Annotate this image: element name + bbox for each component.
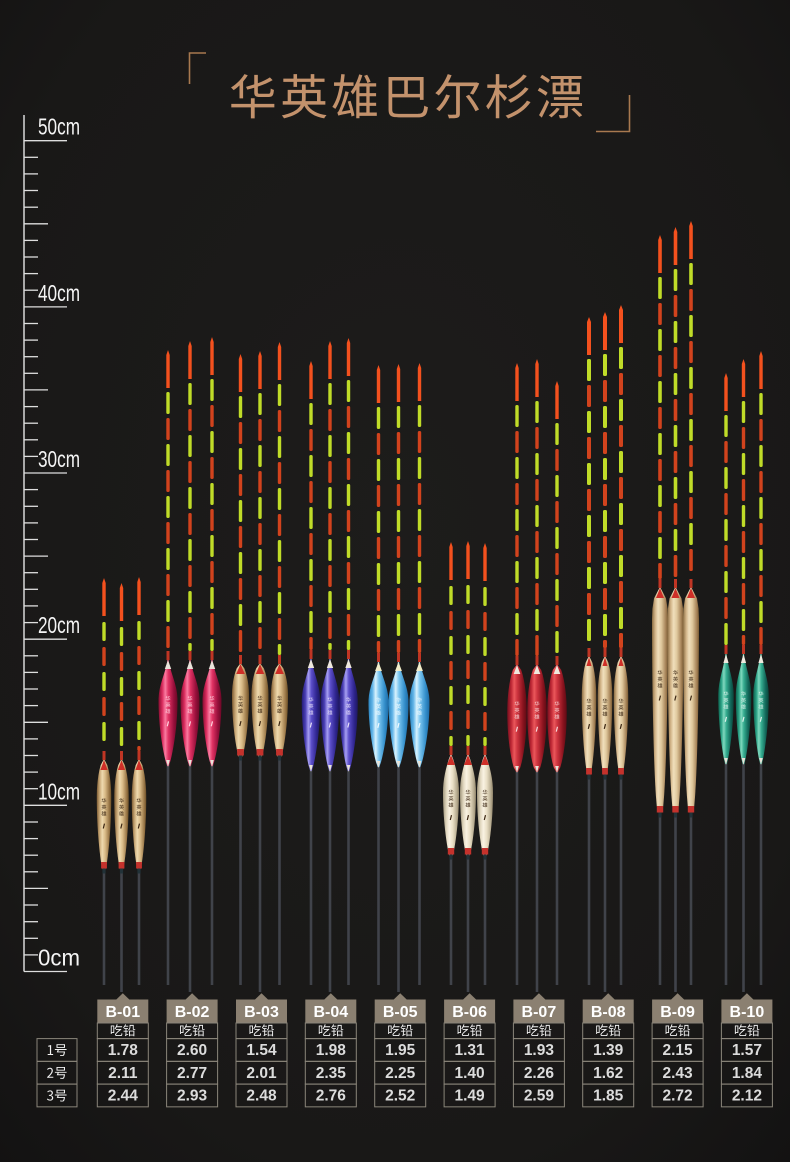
svg-text:B-02: B-02 — [175, 1004, 210, 1021]
svg-text:2.15: 2.15 — [663, 1042, 694, 1059]
svg-text:B-03: B-03 — [244, 1004, 279, 1021]
svg-text:2.35: 2.35 — [316, 1065, 347, 1082]
svg-text:2.76: 2.76 — [316, 1088, 347, 1105]
svg-text:2.43: 2.43 — [663, 1065, 694, 1082]
svg-text:B-08: B-08 — [591, 1004, 626, 1021]
svg-text:10cm: 10cm — [38, 778, 80, 804]
svg-text:2.11: 2.11 — [108, 1065, 138, 1082]
svg-text:1.95: 1.95 — [385, 1042, 416, 1059]
svg-text:40cm: 40cm — [38, 280, 80, 306]
svg-text:B-06: B-06 — [452, 1004, 487, 1021]
svg-text:2.01: 2.01 — [246, 1065, 277, 1082]
svg-text:B-01: B-01 — [105, 1004, 140, 1021]
svg-text:1.62: 1.62 — [593, 1065, 623, 1082]
svg-text:1.49: 1.49 — [455, 1088, 486, 1105]
svg-text:2.25: 2.25 — [385, 1065, 416, 1082]
svg-text:20cm: 20cm — [38, 612, 80, 638]
svg-text:1.39: 1.39 — [593, 1042, 624, 1059]
svg-text:1.84: 1.84 — [732, 1065, 763, 1082]
svg-text:2.93: 2.93 — [177, 1088, 208, 1105]
svg-text:1.93: 1.93 — [524, 1042, 555, 1059]
svg-text:2.60: 2.60 — [177, 1042, 207, 1059]
svg-text:1.54: 1.54 — [246, 1042, 277, 1059]
svg-text:2.72: 2.72 — [663, 1088, 693, 1105]
svg-text:1.78: 1.78 — [108, 1042, 139, 1059]
svg-text:1.98: 1.98 — [316, 1042, 347, 1059]
svg-text:0cm: 0cm — [38, 945, 80, 971]
svg-text:1.85: 1.85 — [593, 1088, 624, 1105]
svg-text:B-10: B-10 — [730, 1004, 765, 1021]
svg-text:2.44: 2.44 — [108, 1088, 139, 1105]
svg-text:2.52: 2.52 — [385, 1088, 415, 1105]
svg-text:B-09: B-09 — [660, 1004, 695, 1021]
svg-text:1.40: 1.40 — [455, 1065, 485, 1082]
svg-text:50cm: 50cm — [38, 114, 80, 140]
svg-text:2.59: 2.59 — [524, 1088, 555, 1105]
svg-text:1.31: 1.31 — [455, 1042, 486, 1059]
svg-text:B-07: B-07 — [522, 1004, 557, 1021]
svg-text:B-04: B-04 — [313, 1004, 348, 1021]
svg-text:2.48: 2.48 — [246, 1088, 277, 1105]
svg-text:30cm: 30cm — [38, 446, 80, 472]
svg-text:2.26: 2.26 — [524, 1065, 555, 1082]
svg-text:B-05: B-05 — [383, 1004, 418, 1021]
svg-text:2.77: 2.77 — [177, 1065, 207, 1082]
svg-text:2.12: 2.12 — [732, 1088, 762, 1105]
svg-text:1.57: 1.57 — [732, 1042, 762, 1059]
